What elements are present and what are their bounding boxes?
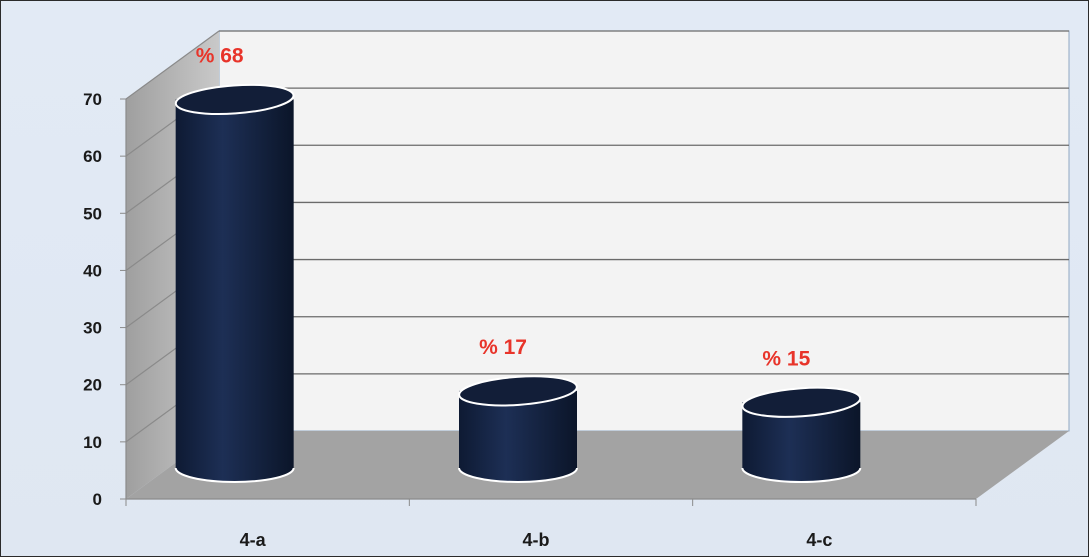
data-label: % 17 — [479, 336, 527, 359]
bar-body — [459, 390, 577, 482]
bar-base-outline — [741, 467, 862, 483]
y-tick-label: 60 — [83, 147, 102, 166]
bar-4-c — [741, 386, 862, 483]
axes: 0 10 20 30 40 50 60 70 — [83, 90, 977, 509]
x-category-label: 4-a — [240, 530, 267, 550]
data-label: % 68 — [196, 44, 244, 67]
bar-base-outline — [174, 467, 295, 483]
y-tick-label: 10 — [83, 433, 102, 452]
bar-body — [742, 402, 861, 482]
y-tick-label: 70 — [83, 90, 102, 109]
bar-base-outline — [458, 467, 578, 483]
bar-body — [175, 99, 294, 482]
y-tick-label: 40 — [83, 261, 102, 280]
data-label: % 15 — [762, 347, 810, 370]
x-category-label: 4-b — [523, 530, 550, 550]
labels: % 68 4-a % 17 4-b % 15 4-c — [196, 44, 833, 550]
gridline-side — [125, 30, 220, 100]
bar-top — [741, 386, 862, 418]
bar-4-b — [458, 375, 578, 483]
x-category-label: 4-c — [806, 530, 832, 550]
y-tick-label: 20 — [83, 376, 102, 395]
back-wall — [218, 30, 1070, 432]
y-tick-label: 50 — [83, 204, 102, 223]
bar-top — [174, 83, 295, 115]
bar-top — [458, 375, 578, 407]
y-tick-label: 30 — [83, 319, 102, 338]
bars — [174, 83, 862, 483]
bar-4-a — [174, 83, 295, 483]
y-tick-label: 0 — [93, 490, 102, 509]
